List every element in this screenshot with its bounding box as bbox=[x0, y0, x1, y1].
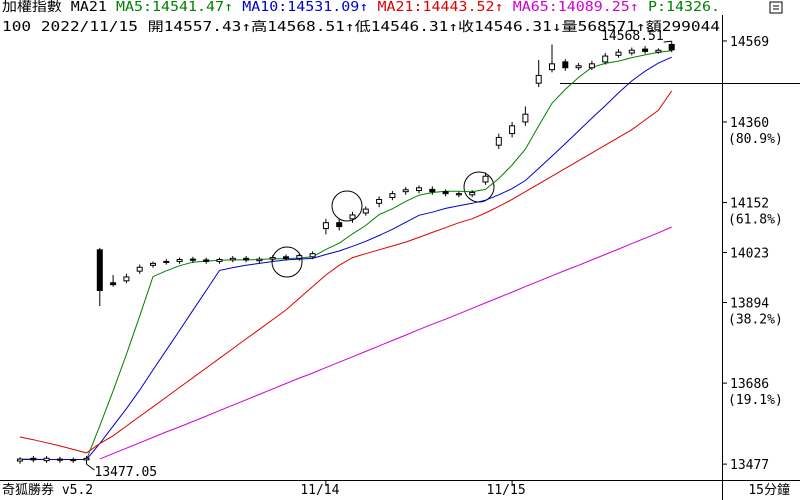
candle-body bbox=[389, 193, 396, 199]
header-line: 加權指數 MA21 MA5:14541.47↑ MA10:14531.09↑ MA21… bbox=[2, 0, 720, 15]
candle-body bbox=[176, 259, 183, 262]
price-annotation: 14568.51 bbox=[601, 29, 664, 44]
candle-body bbox=[615, 51, 622, 56]
candle-body bbox=[189, 258, 196, 261]
candle-body bbox=[602, 55, 609, 63]
candle-body bbox=[402, 189, 409, 193]
footer-right: 15分鐘 bbox=[748, 482, 790, 498]
candle-body bbox=[229, 257, 236, 261]
candle-body bbox=[469, 191, 476, 196]
legend-item: P:14326. bbox=[648, 0, 720, 15]
candle-body bbox=[642, 48, 649, 52]
candle-body bbox=[269, 257, 276, 260]
candle-body bbox=[628, 49, 635, 54]
candle-body bbox=[203, 259, 210, 262]
candle-body bbox=[17, 458, 23, 462]
candle-body bbox=[588, 63, 595, 69]
candle-body bbox=[110, 282, 117, 286]
candle-body bbox=[283, 256, 289, 259]
candle-body bbox=[655, 49, 662, 53]
candle-body bbox=[376, 198, 383, 204]
candle-body bbox=[309, 253, 316, 258]
x-tick-label: 11/15 bbox=[487, 483, 526, 498]
ma-line bbox=[20, 56, 672, 460]
ratio-label: (80.9%) bbox=[728, 132, 783, 147]
candle-body bbox=[429, 188, 436, 193]
candle-body bbox=[535, 74, 542, 84]
candle-body bbox=[56, 458, 63, 461]
candle-body bbox=[455, 193, 462, 196]
candle-body bbox=[575, 65, 582, 69]
y-tick-label: 14023 bbox=[730, 247, 769, 262]
legend-item: MA65:14089.25↑ bbox=[513, 0, 639, 15]
candle-body bbox=[43, 457, 50, 462]
candle-body bbox=[150, 262, 156, 266]
candle-body bbox=[256, 258, 263, 262]
y-tick-label: 13894 bbox=[730, 297, 769, 312]
candle-body bbox=[416, 187, 422, 192]
y-tick-label: 14152 bbox=[730, 197, 769, 212]
legend-item: MA10:14531.09↑ bbox=[242, 0, 368, 15]
candle-body bbox=[522, 113, 529, 123]
candle-body bbox=[336, 222, 343, 228]
candle-body bbox=[362, 208, 369, 214]
y-tick-label: 13477 bbox=[730, 458, 769, 473]
window-button[interactable] bbox=[769, 1, 783, 14]
candle-body bbox=[30, 457, 37, 461]
candle-body bbox=[509, 125, 516, 135]
highlight-circle bbox=[331, 190, 363, 222]
y-tick-label: 13686 bbox=[730, 377, 769, 392]
ratio-label: (38.2%) bbox=[728, 313, 783, 328]
ma-line bbox=[19, 90, 673, 454]
annotation-leader bbox=[86, 463, 95, 471]
candle-body bbox=[216, 259, 223, 262]
y-tick-label: 14360 bbox=[730, 116, 769, 131]
price-annotation: 13477.05 bbox=[95, 465, 158, 480]
candle-body bbox=[349, 214, 356, 220]
annotation-leader bbox=[663, 40, 672, 43]
candle-body bbox=[83, 457, 90, 461]
candle-body bbox=[549, 63, 555, 71]
ratio-label: (19.1%) bbox=[728, 393, 783, 408]
candle-body bbox=[442, 191, 449, 195]
candle-body bbox=[243, 257, 250, 261]
candle-body bbox=[668, 43, 675, 51]
y-tick-label: 14569 bbox=[730, 35, 769, 50]
candle-body bbox=[70, 458, 77, 462]
candle-body bbox=[296, 255, 303, 259]
candle-body bbox=[495, 136, 502, 146]
info-line: 100 2022/11/15 開14557.43↑高14568.51↑低1454… bbox=[2, 19, 720, 35]
candle-body bbox=[482, 175, 489, 183]
legend-item: MA5:14541.47↑ bbox=[116, 0, 233, 15]
candle-body bbox=[163, 260, 170, 263]
ratio-label: (61.8%) bbox=[728, 213, 783, 228]
candle-body bbox=[123, 276, 130, 282]
x-tick-label: 11/14 bbox=[300, 483, 339, 498]
ma-line bbox=[99, 226, 672, 460]
legend-item: MA21:14443.52↑ bbox=[377, 0, 503, 15]
chart-title: 加權指數 MA21 bbox=[2, 0, 107, 15]
candle-body bbox=[136, 266, 143, 272]
candle-body bbox=[96, 249, 103, 292]
candle-body bbox=[562, 61, 569, 69]
footer-left: 奇狐勝券 v5.2 bbox=[2, 482, 93, 498]
ma-line bbox=[20, 50, 672, 460]
candle-body bbox=[322, 222, 329, 230]
